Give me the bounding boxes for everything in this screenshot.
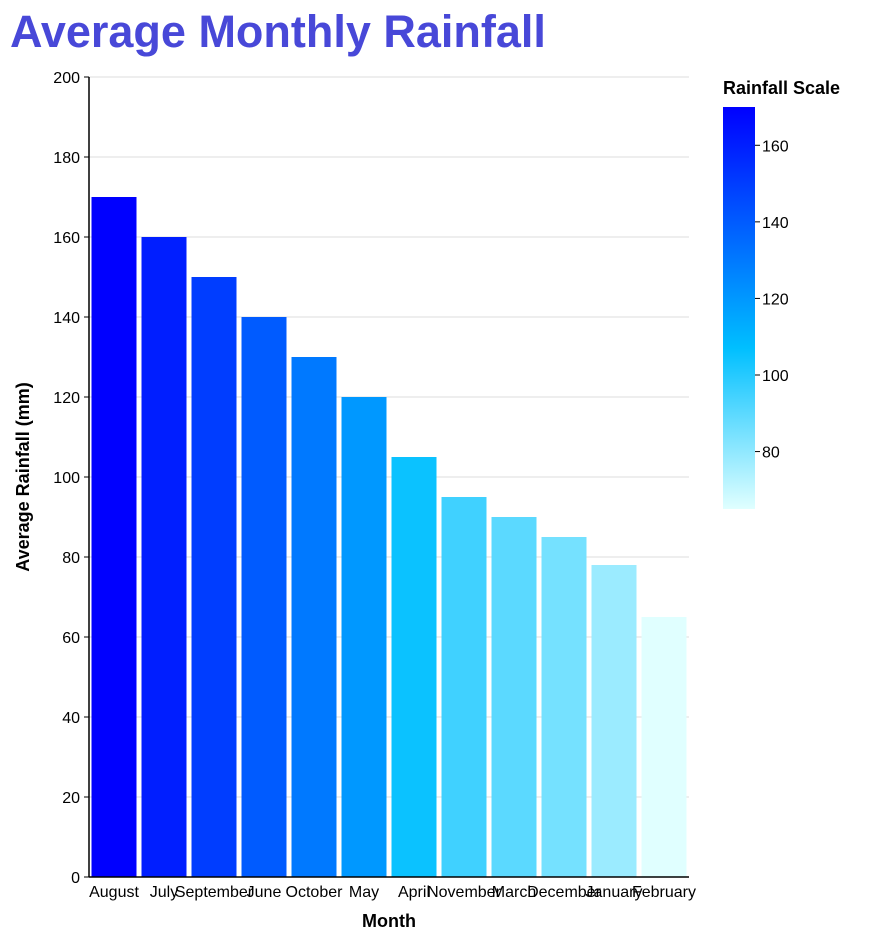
bar-april[interactable] [391, 457, 437, 877]
bar-may[interactable] [341, 397, 387, 877]
bar-november[interactable] [441, 497, 487, 877]
y-axis: 0 20 40 60 80 100 120 140 160 180 200 [53, 70, 90, 887]
legend-gradient-bar [723, 107, 755, 509]
legend-tick-label: 80 [762, 445, 780, 462]
legend-tick-label: 140 [762, 215, 789, 232]
y-tick-label: 160 [53, 230, 80, 247]
x-tick-label: March [492, 884, 536, 901]
x-tick-label: May [349, 884, 379, 901]
x-tick-label: August [89, 884, 139, 901]
y-tick-label: 200 [53, 70, 80, 87]
x-tick-label: January [586, 884, 643, 901]
y-axis-label: Average Rainfall (mm) [13, 382, 33, 571]
x-tick-label: September [175, 884, 254, 901]
bar-september[interactable] [191, 277, 237, 877]
bar-october[interactable] [291, 357, 337, 877]
x-tick-label: April [398, 884, 430, 901]
y-tick-label: 100 [53, 470, 80, 487]
x-tick-label: October [286, 884, 344, 901]
legend-tick-label: 120 [762, 291, 789, 308]
legend-title: Rainfall Scale [723, 78, 840, 98]
bar-march[interactable] [491, 517, 537, 877]
legend-tick-label: 160 [762, 138, 789, 155]
chart-title: Average Monthly Rainfall [10, 6, 546, 57]
y-tick-label: 140 [53, 310, 80, 327]
y-tick-label: 80 [62, 550, 80, 567]
legend-ticks: 80 100 120 140 160 [755, 138, 789, 462]
x-tick-label: February [632, 884, 696, 901]
bar-june[interactable] [241, 317, 287, 877]
x-tick-label: June [247, 884, 282, 901]
x-tick-label: July [150, 884, 178, 901]
color-legend: Rainfall Scale 80 100 120 140 160 [723, 78, 840, 509]
x-tick-label: December [527, 884, 601, 901]
y-tick-label: 20 [62, 790, 80, 807]
gridlines [89, 76, 689, 878]
y-tick-label: 180 [53, 150, 80, 167]
y-tick-label: 60 [62, 630, 80, 647]
bar-february[interactable] [641, 617, 687, 877]
x-axis-label: Month [362, 911, 416, 931]
y-tick-label: 120 [53, 390, 80, 407]
bar-july[interactable] [141, 237, 187, 877]
legend-tick-label: 100 [762, 368, 789, 385]
x-tick-label: November [427, 884, 501, 901]
bar-december[interactable] [541, 537, 587, 877]
y-tick-label: 0 [71, 870, 80, 887]
y-tick-label: 40 [62, 710, 80, 727]
bar-august[interactable] [91, 197, 137, 877]
bars [91, 197, 687, 877]
bar-january[interactable] [591, 565, 637, 877]
